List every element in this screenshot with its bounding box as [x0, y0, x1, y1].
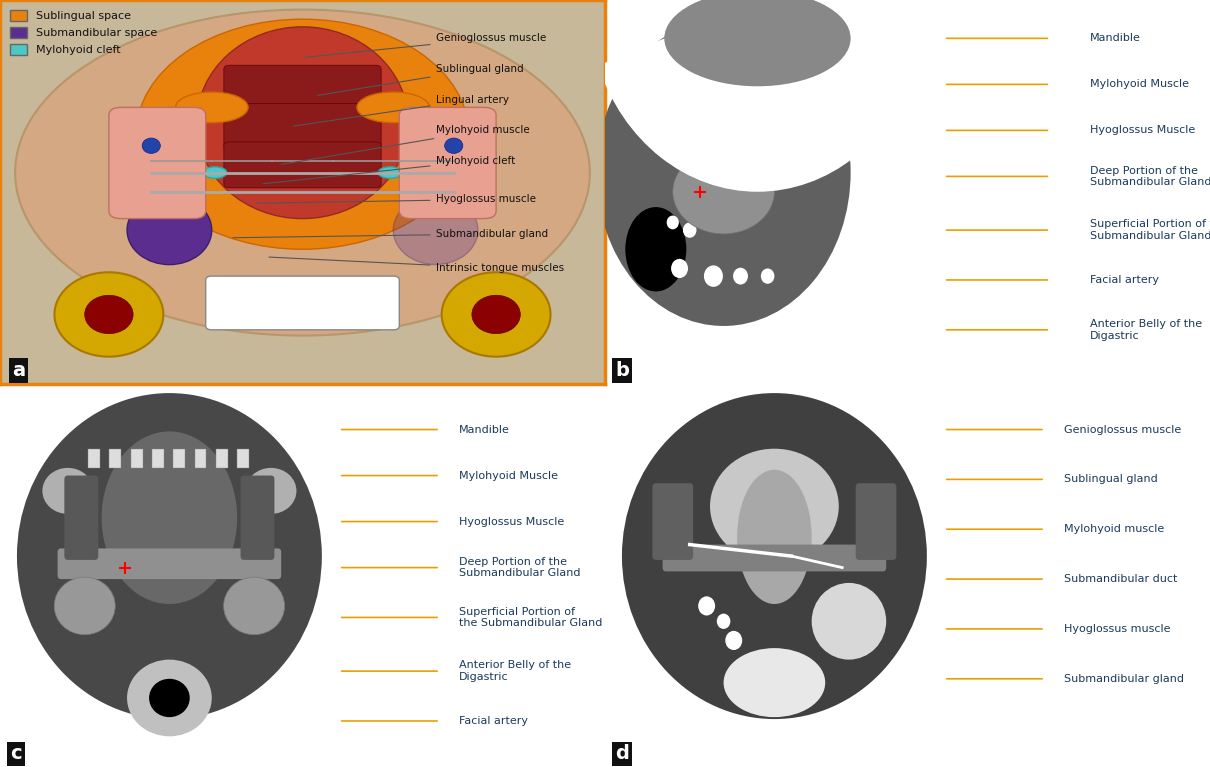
Ellipse shape — [378, 167, 402, 179]
Bar — [109, 449, 121, 468]
Ellipse shape — [224, 578, 284, 635]
Text: Hyoglossus muscle: Hyoglossus muscle — [257, 194, 536, 205]
FancyBboxPatch shape — [224, 142, 381, 188]
Text: Submandibular duct: Submandibular duct — [1064, 574, 1177, 584]
Circle shape — [761, 268, 774, 284]
Text: Facial artery: Facial artery — [1090, 275, 1159, 285]
Text: Mandible: Mandible — [1090, 33, 1141, 44]
Text: Deep Portion of the
Submandibular Gland: Deep Portion of the Submandibular Gland — [459, 557, 580, 578]
Ellipse shape — [626, 207, 686, 291]
Text: Superficial Portion of the
Submandibular Gland: Superficial Portion of the Submandibular… — [1090, 219, 1210, 241]
Text: Anterior Belly of the
Digastric: Anterior Belly of the Digastric — [1090, 319, 1203, 341]
Text: Mylohyoid Muscle: Mylohyoid Muscle — [459, 470, 558, 481]
Ellipse shape — [393, 196, 478, 265]
Text: d: d — [615, 744, 629, 763]
Text: Superficial Portion of
the Submandibular Gland: Superficial Portion of the Submandibular… — [459, 607, 601, 628]
Text: b: b — [615, 360, 629, 380]
Text: Intrinsic tongue muscles: Intrinsic tongue muscles — [269, 257, 564, 274]
FancyBboxPatch shape — [855, 483, 897, 560]
Text: Anterior Belly of the
Digastric: Anterior Belly of the Digastric — [459, 660, 571, 682]
Ellipse shape — [143, 138, 160, 153]
FancyBboxPatch shape — [241, 476, 275, 560]
FancyBboxPatch shape — [652, 483, 693, 560]
Circle shape — [704, 265, 722, 287]
Text: Sublingual gland: Sublingual gland — [317, 64, 523, 95]
Text: Mylohyoid cleft: Mylohyoid cleft — [263, 156, 514, 184]
Text: Genioglossus muscle: Genioglossus muscle — [1064, 424, 1181, 435]
Bar — [195, 449, 207, 468]
Ellipse shape — [597, 19, 851, 326]
Ellipse shape — [724, 648, 825, 717]
Circle shape — [698, 190, 715, 209]
Ellipse shape — [85, 295, 133, 334]
Text: Mylohyoid muscle: Mylohyoid muscle — [281, 125, 529, 164]
Ellipse shape — [102, 431, 237, 604]
Text: Hyoglossus Muscle: Hyoglossus Muscle — [459, 516, 564, 527]
FancyBboxPatch shape — [206, 276, 399, 330]
Ellipse shape — [710, 449, 839, 564]
Ellipse shape — [357, 92, 430, 123]
Circle shape — [725, 630, 742, 650]
Circle shape — [667, 216, 679, 229]
Legend: Sublingual space, Submandibular space, Mylohyoid cleft: Sublingual space, Submandibular space, M… — [6, 5, 161, 60]
Ellipse shape — [54, 272, 163, 357]
FancyBboxPatch shape — [399, 107, 496, 219]
Ellipse shape — [136, 19, 469, 249]
Ellipse shape — [17, 393, 322, 719]
Ellipse shape — [54, 578, 115, 635]
Wedge shape — [598, 0, 917, 192]
Ellipse shape — [664, 96, 749, 173]
Text: Mylohyoid Muscle: Mylohyoid Muscle — [1090, 79, 1189, 90]
Bar — [237, 449, 249, 468]
Text: Mandible: Mandible — [459, 424, 509, 435]
Circle shape — [716, 614, 731, 629]
Text: Deep Portion of the
Submandibular Gland: Deep Portion of the Submandibular Gland — [1090, 166, 1210, 187]
Ellipse shape — [737, 469, 812, 604]
Bar — [173, 449, 185, 468]
Text: Lingual artery: Lingual artery — [293, 94, 508, 126]
Ellipse shape — [442, 272, 551, 357]
Circle shape — [733, 268, 748, 285]
Text: Sublingual gland: Sublingual gland — [1064, 474, 1157, 485]
FancyBboxPatch shape — [109, 107, 206, 219]
FancyBboxPatch shape — [64, 476, 98, 560]
Bar — [152, 449, 163, 468]
Ellipse shape — [472, 295, 520, 334]
Circle shape — [672, 258, 688, 278]
Text: Hyoglossus Muscle: Hyoglossus Muscle — [1090, 125, 1195, 136]
Bar — [215, 449, 227, 468]
Ellipse shape — [812, 583, 886, 660]
Text: a: a — [12, 360, 25, 380]
FancyBboxPatch shape — [224, 104, 381, 150]
Ellipse shape — [202, 167, 227, 179]
Text: Genioglossus muscle: Genioglossus muscle — [305, 33, 546, 58]
Ellipse shape — [445, 138, 462, 153]
Bar — [131, 449, 143, 468]
Text: Mylohyoid muscle: Mylohyoid muscle — [1064, 524, 1164, 535]
Ellipse shape — [246, 468, 296, 514]
Ellipse shape — [149, 679, 190, 717]
FancyBboxPatch shape — [224, 65, 381, 111]
Ellipse shape — [196, 27, 408, 219]
FancyBboxPatch shape — [663, 545, 886, 571]
Text: Facial artery: Facial artery — [459, 716, 528, 726]
Ellipse shape — [127, 660, 212, 736]
Text: Submandibular gland: Submandibular gland — [1064, 673, 1183, 684]
Text: Submandibular gland: Submandibular gland — [232, 229, 548, 239]
Circle shape — [698, 597, 715, 615]
Circle shape — [682, 222, 697, 238]
FancyBboxPatch shape — [58, 548, 281, 579]
Ellipse shape — [664, 0, 851, 86]
Text: Hyoglossus muscle: Hyoglossus muscle — [1064, 624, 1170, 634]
Ellipse shape — [15, 10, 590, 336]
Ellipse shape — [42, 468, 93, 514]
Text: c: c — [10, 744, 22, 763]
Ellipse shape — [622, 393, 927, 719]
Ellipse shape — [127, 196, 212, 265]
Ellipse shape — [175, 92, 248, 123]
Ellipse shape — [673, 150, 774, 234]
Bar — [88, 449, 100, 468]
